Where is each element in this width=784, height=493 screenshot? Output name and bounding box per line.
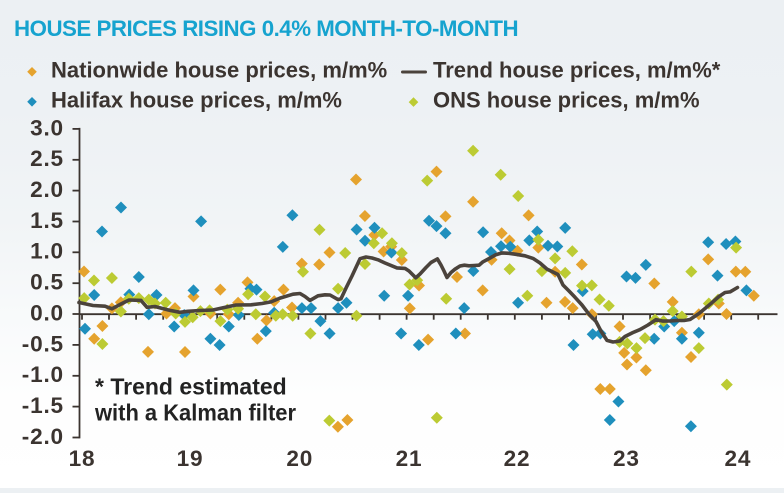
svg-text:19: 19 <box>177 446 204 471</box>
svg-text:HOUSE PRICES RISING 0.4% MONTH: HOUSE PRICES RISING 0.4% MONTH-TO-MONTH <box>14 16 518 41</box>
svg-text:0.0: 0.0 <box>30 300 64 325</box>
svg-text:Nationwide house prices, m/m%: Nationwide house prices, m/m% <box>51 58 387 83</box>
svg-text:2.0: 2.0 <box>30 177 64 202</box>
svg-text:24: 24 <box>725 446 752 471</box>
svg-text:21: 21 <box>396 446 423 471</box>
svg-text:20: 20 <box>286 446 313 471</box>
svg-text:-2.0: -2.0 <box>22 424 64 449</box>
svg-text:Trend house prices, m/m%*: Trend house prices, m/m%* <box>433 58 721 83</box>
svg-text:Halifax house prices, m/m%: Halifax house prices, m/m% <box>51 88 342 113</box>
svg-text:ONS house prices, m/m%: ONS house prices, m/m% <box>433 88 700 113</box>
svg-text:-1.5: -1.5 <box>22 393 64 418</box>
svg-text:2.5: 2.5 <box>30 146 64 171</box>
svg-text:3.0: 3.0 <box>30 115 64 140</box>
svg-text:22: 22 <box>504 446 531 471</box>
svg-text:0.5: 0.5 <box>30 270 64 295</box>
svg-text:1.5: 1.5 <box>30 208 64 233</box>
svg-text:1.0: 1.0 <box>30 239 64 264</box>
svg-text:-1.0: -1.0 <box>22 362 64 387</box>
svg-text:-0.5: -0.5 <box>22 331 64 356</box>
svg-text:* Trend estimated: * Trend estimated <box>95 374 287 400</box>
svg-text:with a Kalman filter: with a Kalman filter <box>94 400 296 426</box>
svg-text:18: 18 <box>69 446 96 471</box>
svg-text:23: 23 <box>613 446 640 471</box>
